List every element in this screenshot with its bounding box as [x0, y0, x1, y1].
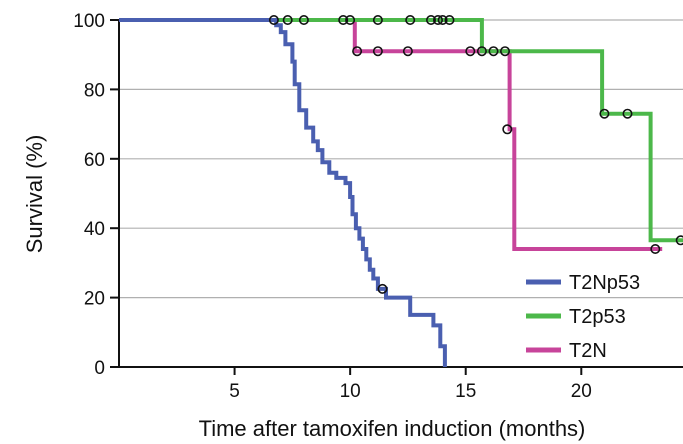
censor-mark-t2n-7 — [502, 124, 513, 135]
censor-mark-t2np53-0 — [377, 283, 388, 294]
legend: T2Np53 T2p53 T2N — [526, 272, 640, 362]
legend-label-t2p53: T2p53 — [569, 306, 626, 328]
x-tick-label-5: 5 — [229, 381, 240, 402]
grid-lines — [119, 19, 683, 299]
axis-ticks: 0 20 40 60 80 100 5 10 15 20 — [73, 11, 592, 402]
x-tick-label-10: 10 — [340, 381, 361, 402]
censor-mark-t2p53-9 — [437, 15, 448, 25]
legend-label-t2np53: T2Np53 — [569, 272, 640, 294]
y-tick-label-80: 80 — [84, 80, 105, 101]
censor-mark-t2n-1 — [372, 46, 383, 57]
censor-mark-t2p53-13 — [675, 235, 683, 246]
series-layer — [119, 18, 683, 367]
censor-mark-t2p53-4 — [345, 15, 356, 25]
censor-mark-t2p53-7 — [425, 15, 436, 25]
censor-mark-t2n-6 — [499, 46, 510, 57]
censor-mark-t2p53-2 — [298, 15, 309, 25]
censor-mark-t2n-5 — [488, 46, 499, 57]
y-tick-label-40: 40 — [84, 219, 105, 240]
censor-mark-t2p53-6 — [405, 15, 416, 25]
censor-mark-t2n-8 — [650, 244, 661, 255]
y-tick-label-100: 100 — [73, 11, 105, 32]
x-axis-title: Time after tamoxifen induction (months) — [199, 416, 586, 441]
censor-mark-t2p53-5 — [372, 15, 383, 25]
censor-mark-t2p53-1 — [282, 15, 293, 25]
legend-label-t2n: T2N — [569, 340, 607, 362]
censor-mark-t2n-2 — [402, 46, 413, 57]
axes — [118, 20, 683, 368]
y-tick-label-0: 0 — [94, 358, 105, 379]
y-tick-label-20: 20 — [84, 289, 105, 310]
y-tick-label-60: 60 — [84, 150, 105, 171]
x-tick-label-20: 20 — [571, 381, 592, 402]
censor-mark-t2n-4 — [476, 46, 487, 57]
series-line-t2np53 — [119, 18, 447, 367]
censor-mark-t2p53-10 — [444, 15, 455, 25]
y-axis-title: Survival (%) — [22, 135, 47, 254]
censor-mark-t2p53-0 — [268, 15, 279, 25]
censor-mark-t2p53-12 — [622, 108, 633, 119]
censor-mark-t2p53-11 — [599, 108, 610, 119]
censor-marks — [268, 15, 683, 294]
censor-mark-t2n-0 — [352, 46, 363, 57]
censor-mark-t2p53-8 — [432, 15, 443, 25]
x-tick-label-15: 15 — [455, 381, 476, 402]
series-line-t2p53 — [119, 18, 683, 243]
censor-mark-t2n-3 — [465, 46, 476, 57]
censor-mark-t2p53-3 — [338, 15, 349, 25]
series-line-t2n — [119, 18, 663, 251]
